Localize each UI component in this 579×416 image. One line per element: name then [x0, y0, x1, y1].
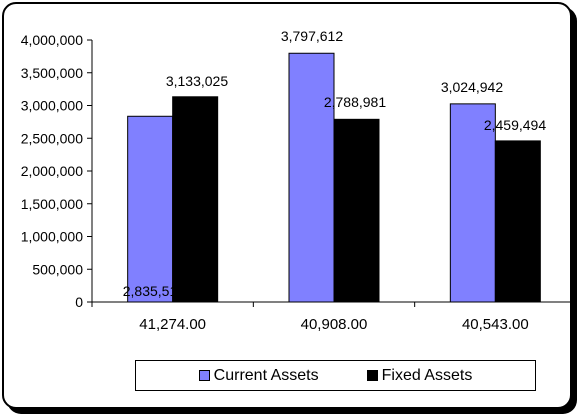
y-tick-label: 2,000,000 [21, 163, 83, 179]
y-tick-label: 4,000,000 [21, 32, 83, 48]
data-label: 3,024,942 [441, 79, 503, 95]
data-label: 2,459,494 [484, 117, 546, 133]
x-tick-label: 41,274.00 [139, 316, 206, 333]
chart-legend: Current Assets Fixed Assets [135, 360, 536, 391]
bar-fixed-assets [494, 140, 541, 303]
x-tick-label: 40,543.00 [462, 316, 529, 333]
bar-current-assets [288, 52, 335, 303]
y-tick-label: 3,000,000 [21, 98, 83, 114]
legend-label-fixed-assets: Fixed Assets [381, 366, 473, 384]
data-label: 2,788,981 [324, 94, 386, 110]
y-tick-label: 500,000 [32, 261, 83, 277]
data-label: 3,797,612 [281, 28, 343, 44]
legend-swatch-fixed-assets [366, 370, 378, 381]
y-tick-label: 1,000,000 [21, 229, 83, 245]
bar-current-assets [127, 115, 174, 303]
data-label: 3,133,025 [166, 73, 228, 89]
bar-fixed-assets [333, 118, 380, 303]
bar-current-assets [449, 103, 496, 303]
x-tick-label: 40,908.00 [301, 316, 368, 333]
legend-item-current-assets: Current Assets [198, 366, 319, 385]
y-tick-label: 1,500,000 [21, 196, 83, 212]
y-tick-label: 2,500,000 [21, 130, 83, 146]
legend-swatch-current-assets [198, 370, 210, 381]
legend-label-current-assets: Current Assets [213, 366, 319, 384]
bar-fixed-assets [172, 96, 219, 303]
y-tick-label: 3,500,000 [21, 65, 83, 81]
legend-item-fixed-assets: Fixed Assets [366, 366, 473, 385]
y-tick-label: 0 [75, 294, 83, 310]
data-label: 2,835,51 [123, 283, 178, 299]
